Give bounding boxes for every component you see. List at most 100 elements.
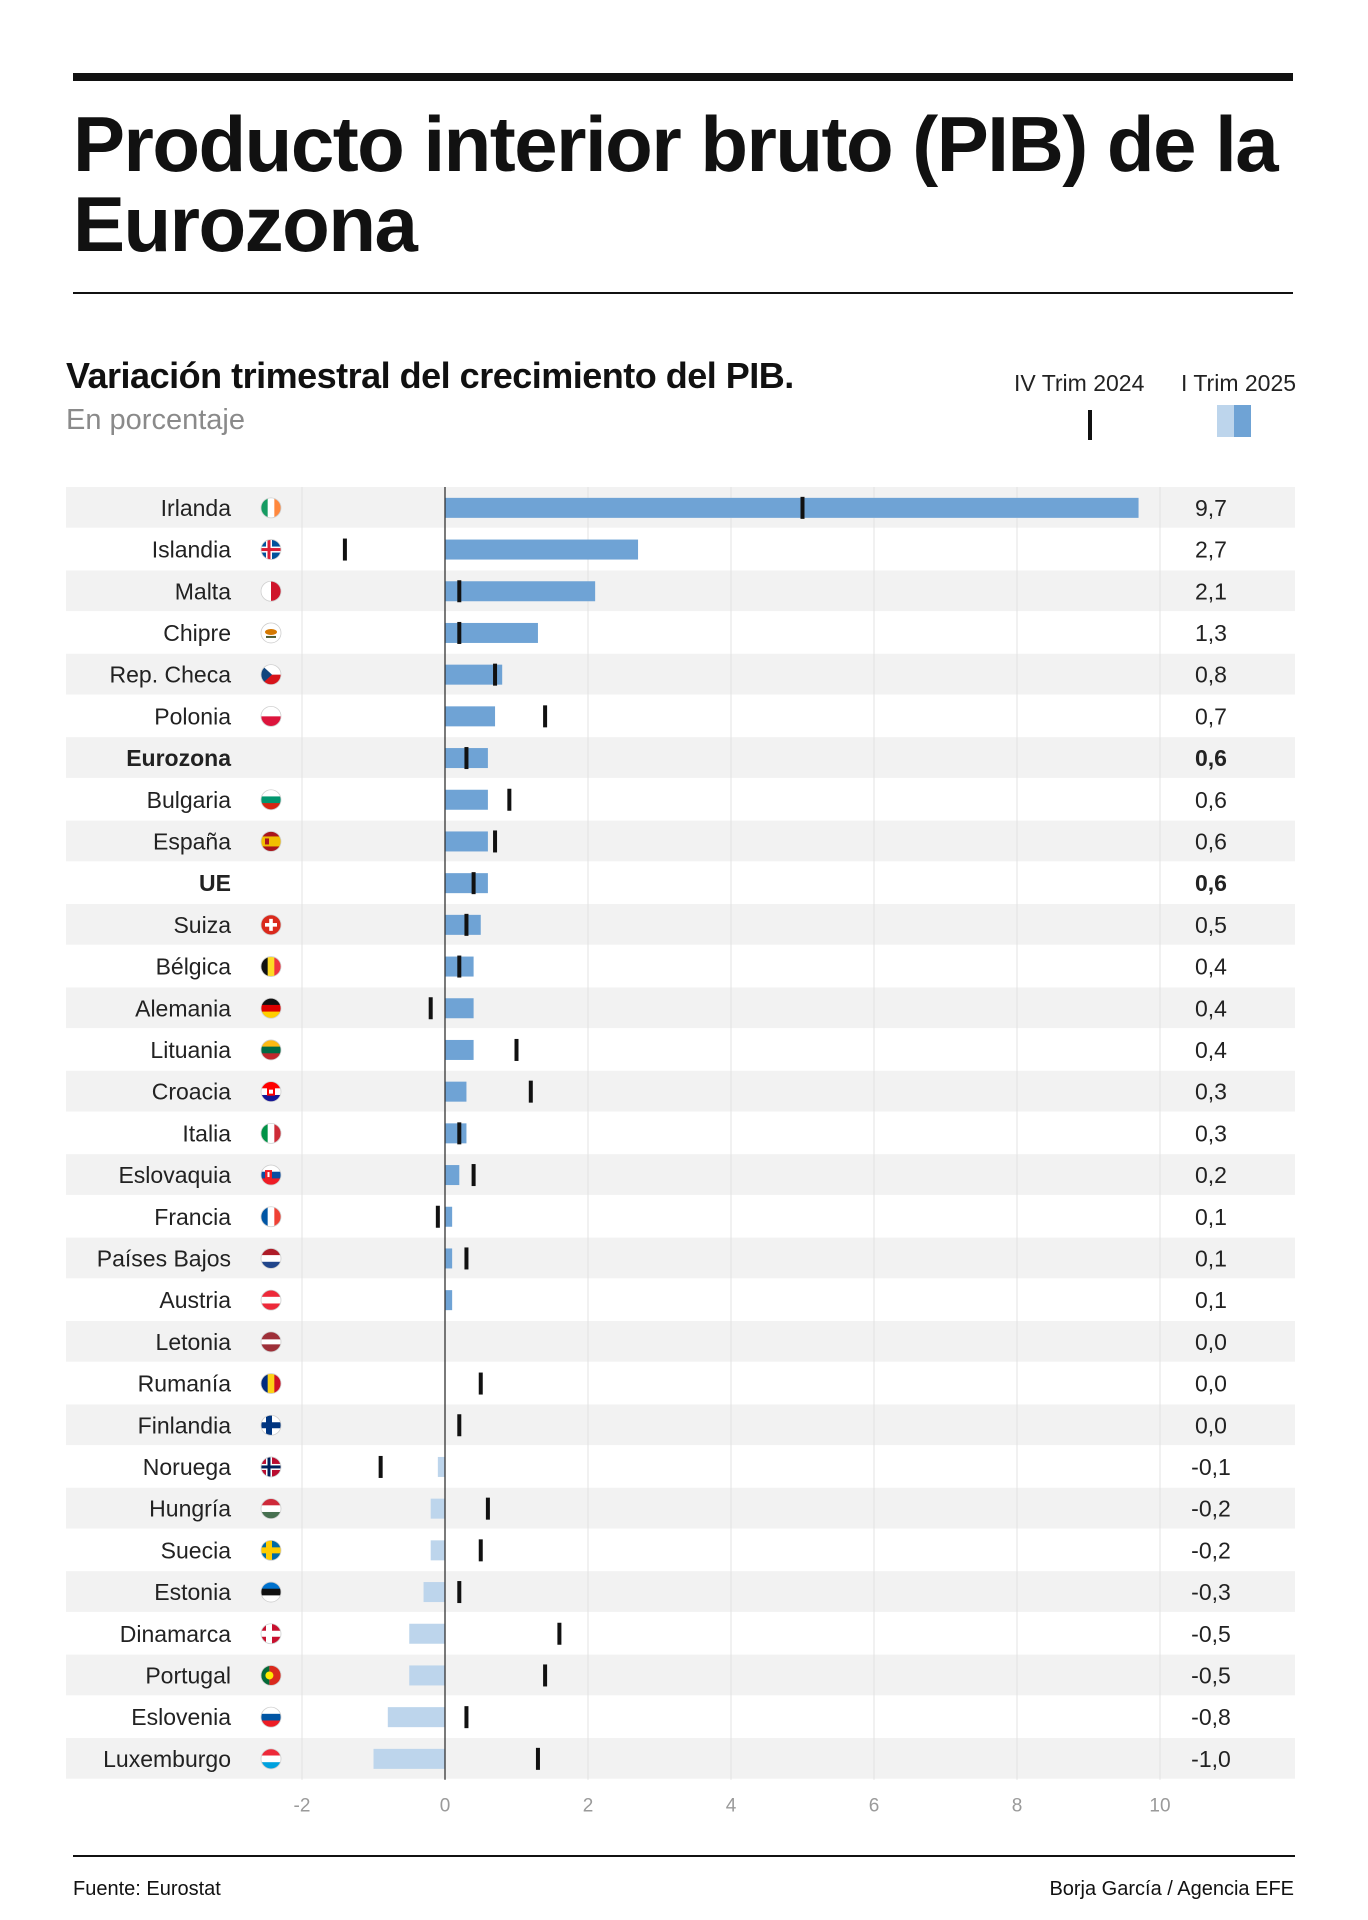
- malta-flag-icon: [260, 580, 282, 602]
- row-label: Hungría: [149, 1496, 231, 1522]
- bar-q1-2025: [409, 1623, 445, 1644]
- bar-q1-2025: [445, 1290, 453, 1311]
- row-label: Países Bajos: [97, 1245, 231, 1271]
- data-label: -0,1: [1191, 1454, 1231, 1480]
- legend-swatch-positive: [1234, 405, 1251, 437]
- bar-q1-2025: [437, 1456, 445, 1477]
- chart-unit: En porcentaje: [66, 404, 245, 436]
- bar-q1-2025: [445, 581, 596, 602]
- credit-note: Borja García / Agencia EFE: [1049, 1878, 1294, 1900]
- row-label: Bélgica: [156, 954, 232, 980]
- tick-q4-2024: [428, 997, 433, 1020]
- row-label: Rumanía: [138, 1371, 232, 1397]
- row-stripe: [66, 987, 1295, 1029]
- tick-q4-2024: [457, 1122, 462, 1145]
- legend-label-q1-2025: I Trim 2025: [1181, 370, 1297, 396]
- data-label: 0,1: [1195, 1245, 1227, 1271]
- bar-q1-2025: [423, 1582, 445, 1603]
- data-label: -0,8: [1191, 1704, 1231, 1730]
- data-label: 1,3: [1195, 620, 1227, 646]
- x-tick-label: 8: [1012, 1796, 1023, 1817]
- tick-q4-2024: [493, 663, 498, 686]
- data-label: 0,5: [1195, 912, 1227, 938]
- row-label: UE: [199, 870, 231, 896]
- tick-q4-2024: [464, 1247, 469, 1270]
- bar-q1-2025: [445, 1206, 453, 1227]
- data-label: 0,7: [1195, 703, 1227, 729]
- row-label: Malta: [175, 578, 231, 604]
- footer-rule: [73, 1855, 1295, 1857]
- tick-q4-2024: [485, 1497, 490, 1520]
- tick-q4-2024: [457, 1581, 462, 1604]
- data-label: 0,8: [1195, 662, 1227, 688]
- data-label: 0,0: [1195, 1371, 1227, 1397]
- rep-checa-flag-icon: [260, 664, 282, 686]
- chipre-flag-icon: [260, 622, 282, 644]
- row-label: Suiza: [173, 912, 231, 938]
- tick-q4-2024: [457, 955, 462, 978]
- tick-q4-2024: [543, 705, 548, 728]
- row-stripe: [66, 1487, 1295, 1529]
- row-label: Suecia: [161, 1537, 232, 1563]
- row-label: Eslovenia: [131, 1704, 231, 1730]
- row-label: Alemania: [135, 995, 231, 1021]
- bar-q1-2025: [445, 497, 1139, 518]
- bar-q1-2025: [445, 706, 496, 727]
- bar-q1-2025: [387, 1707, 445, 1728]
- data-label: 2,7: [1195, 537, 1227, 563]
- rumania-flag-icon: [260, 1373, 282, 1394]
- gdp-bar-chart: -2 0 2 4 6 8 10 Irlanda 9,7 Islandia 2,7 Malta 2,1 Ch…: [66, 487, 1295, 1817]
- row-label: Italia: [182, 1120, 231, 1146]
- austria-flag-icon: [260, 1289, 282, 1311]
- tick-q4-2024: [478, 1372, 483, 1395]
- data-label: 0,6: [1195, 828, 1227, 854]
- x-tick-label: 10: [1149, 1796, 1170, 1817]
- source-note: Fuente: Eurostat: [73, 1878, 221, 1900]
- lituania-flag-icon: [260, 1039, 282, 1061]
- page-title: Producto interior bruto (PIB) de la Euro…: [73, 100, 1279, 268]
- tick-q4-2024: [457, 580, 462, 603]
- row-stripe: [66, 1070, 1295, 1112]
- tick-q4-2024: [528, 1080, 533, 1103]
- row-stripe: [66, 1154, 1295, 1195]
- x-tick-label: -2: [294, 1796, 311, 1817]
- data-label: -0,2: [1191, 1537, 1231, 1563]
- suecia-flag-icon: [260, 1539, 282, 1561]
- row-label: Irlanda: [161, 495, 232, 521]
- data-label: 0,4: [1195, 995, 1227, 1021]
- bar-q1-2025: [445, 789, 488, 810]
- bar-q1-2025: [373, 1748, 445, 1769]
- tick-q4-2024: [507, 788, 512, 811]
- row-label: Noruega: [143, 1454, 231, 1480]
- bulgaria-flag-icon: [260, 789, 282, 811]
- data-label: 0,4: [1195, 1037, 1227, 1063]
- paises-bajos-flag-icon: [260, 1248, 282, 1269]
- x-tick-label: 2: [583, 1796, 594, 1817]
- row-label: Lituania: [150, 1037, 231, 1063]
- bar-q1-2025: [445, 1123, 467, 1144]
- irlanda-flag-icon: [260, 497, 282, 519]
- tick-q4-2024: [557, 1622, 562, 1645]
- row-stripe: [66, 1571, 1295, 1612]
- data-label: -1,0: [1191, 1746, 1231, 1772]
- tick-q4-2024: [800, 496, 805, 519]
- islandia-flag-icon: [260, 539, 282, 560]
- hungria-flag-icon: [260, 1498, 282, 1520]
- tick-q4-2024: [471, 872, 476, 895]
- bar-q1-2025: [409, 1665, 445, 1686]
- legend-swatch-negative: [1217, 405, 1234, 437]
- x-tick-label: 4: [726, 1796, 737, 1817]
- x-tick-label: 6: [869, 1796, 880, 1817]
- row-stripe: [66, 820, 1295, 862]
- data-label: 0,3: [1195, 1120, 1227, 1146]
- bar-q1-2025: [445, 914, 481, 935]
- croacia-flag-icon: [260, 1081, 282, 1103]
- eslovaquia-flag-icon: [260, 1164, 282, 1186]
- bar-q1-2025: [445, 664, 503, 685]
- row-label: Finlandia: [138, 1412, 232, 1438]
- data-label: 2,1: [1195, 578, 1227, 604]
- row-stripe: [66, 1654, 1295, 1696]
- row-stripe: [66, 1237, 1295, 1279]
- data-label: 9,7: [1195, 495, 1227, 521]
- row-label: Letonia: [156, 1329, 232, 1355]
